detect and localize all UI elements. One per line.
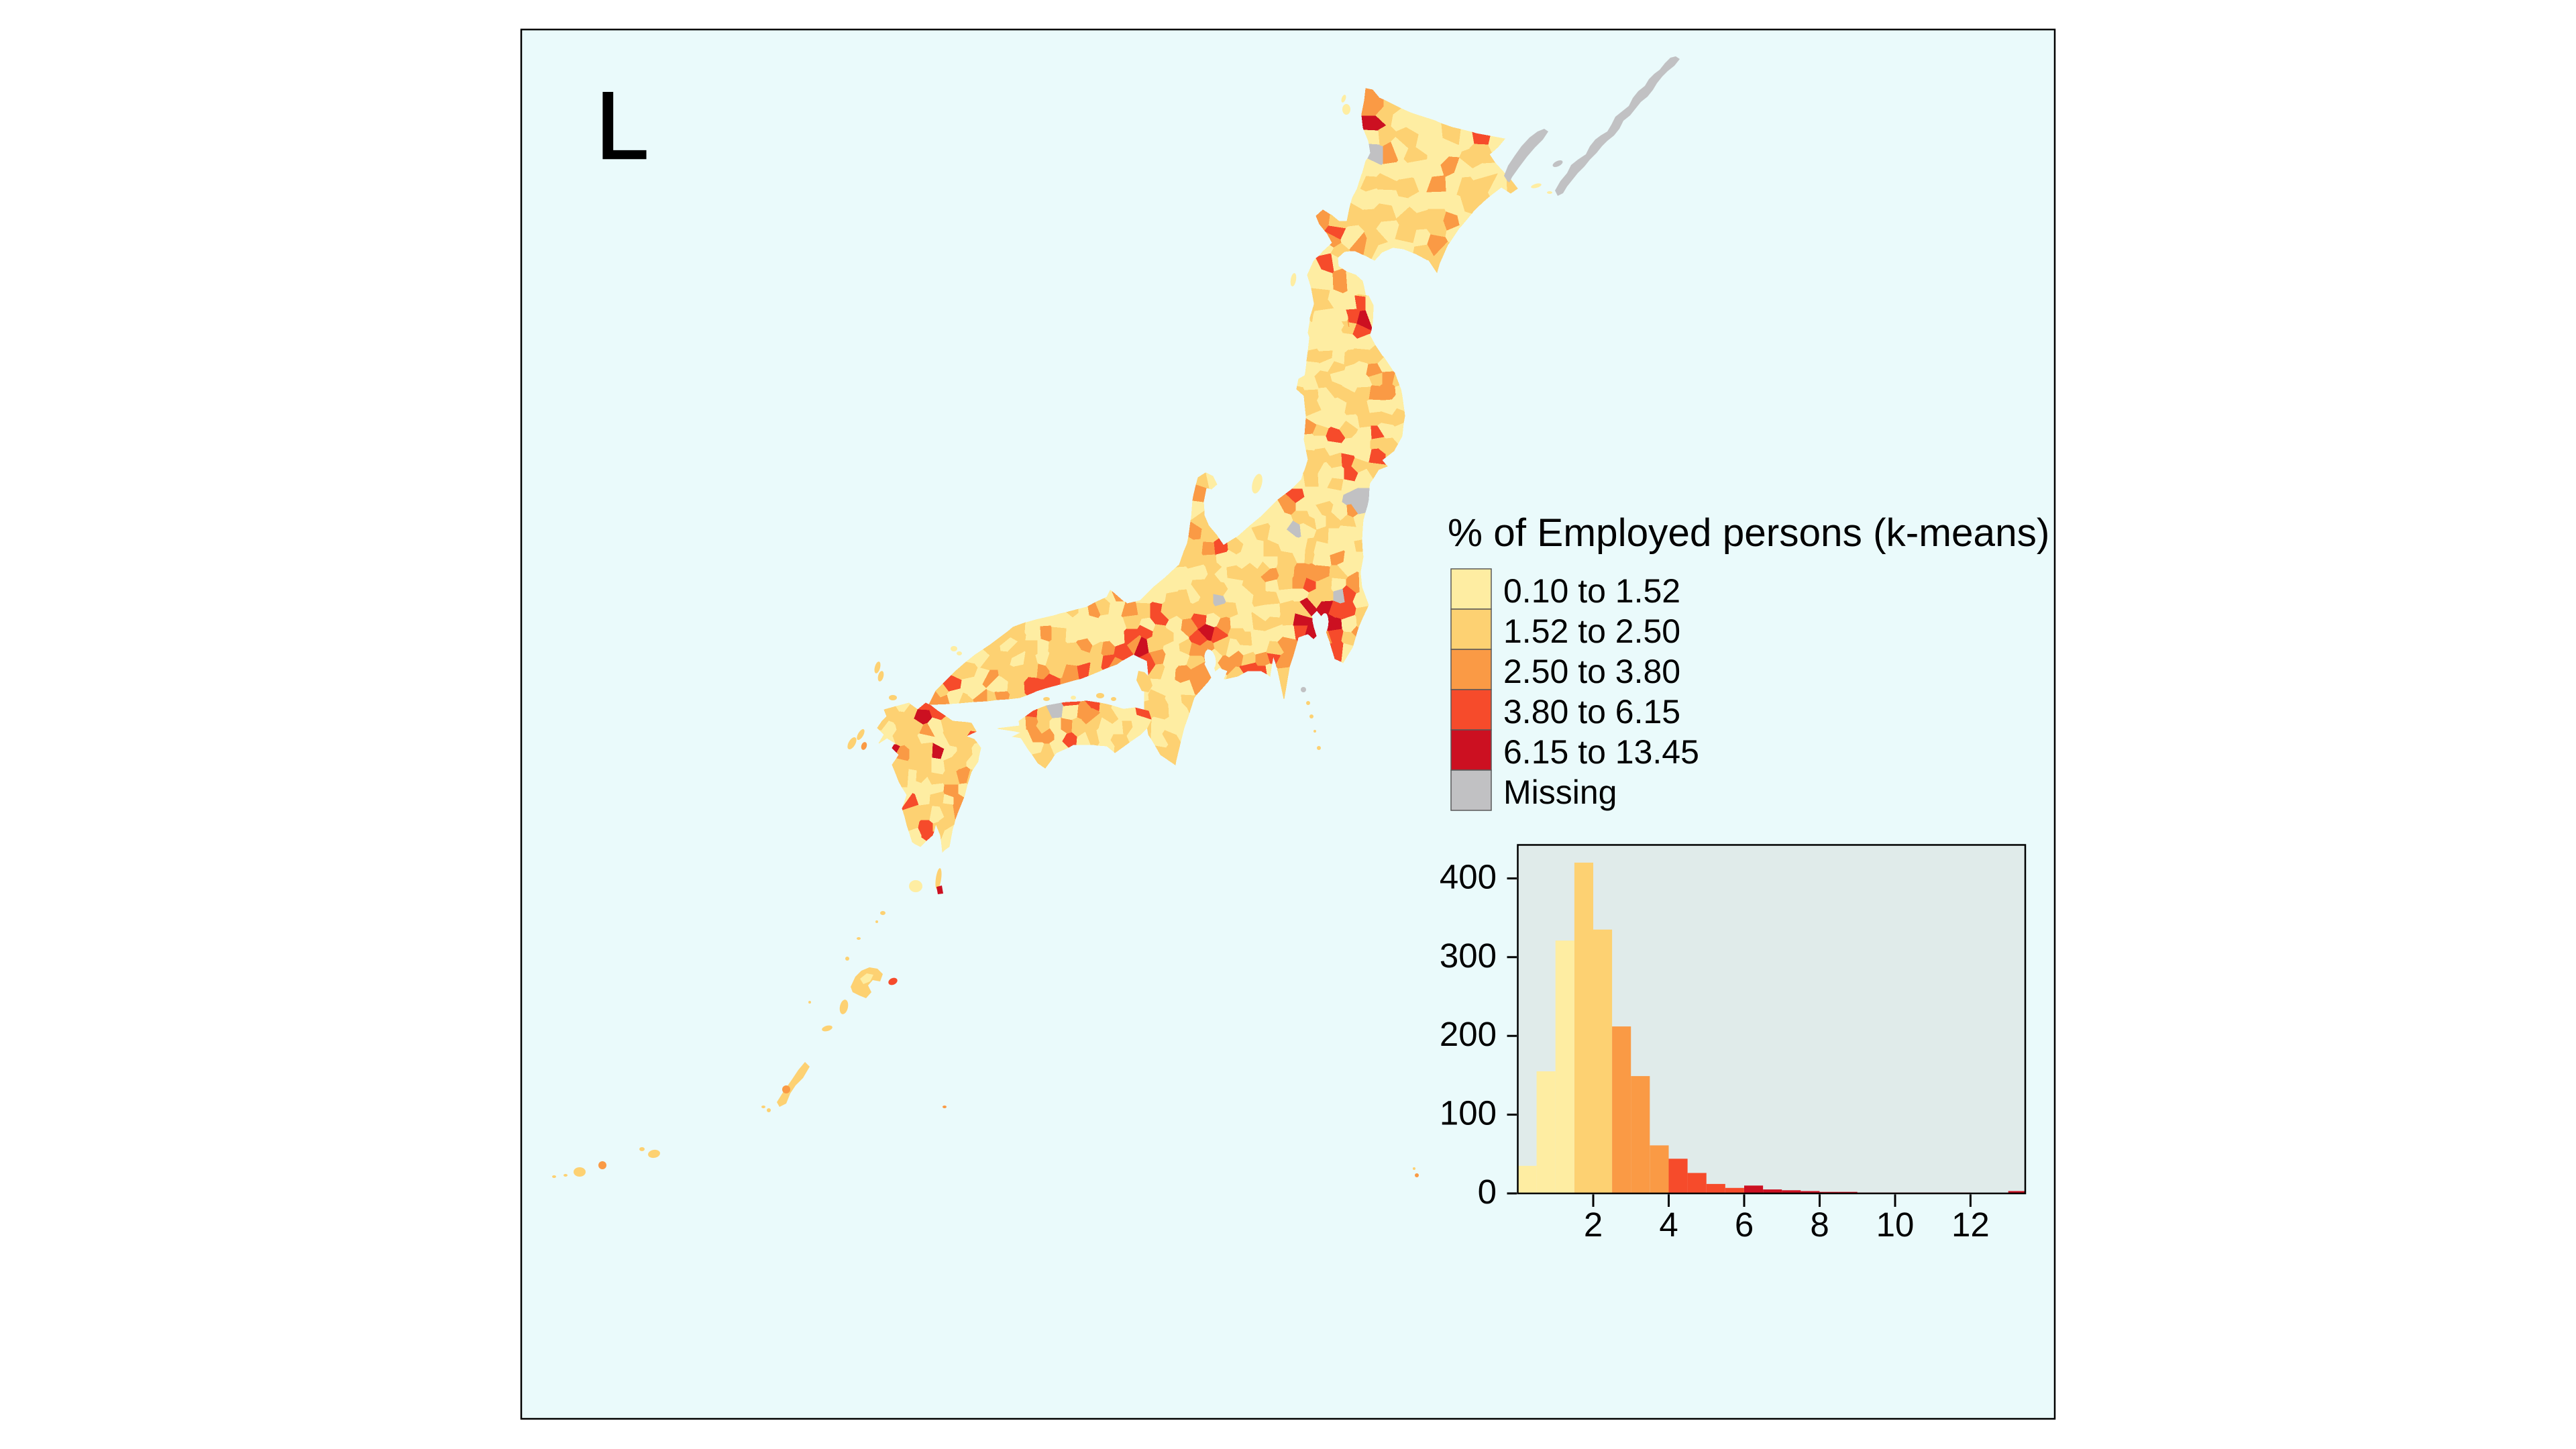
- svg-text:Missing: Missing: [1503, 773, 1617, 811]
- svg-text:3.80 to 6.15: 3.80 to 6.15: [1503, 693, 1680, 731]
- svg-text:6.15 to 13.45: 6.15 to 13.45: [1503, 733, 1699, 771]
- svg-text:200: 200: [1440, 1015, 1497, 1053]
- svg-text:0.10 to 1.52: 0.10 to 1.52: [1503, 572, 1680, 610]
- svg-text:10: 10: [1876, 1205, 1915, 1244]
- svg-text:2: 2: [1584, 1205, 1603, 1244]
- svg-text:L: L: [596, 72, 649, 179]
- svg-text:2.50 to 3.80: 2.50 to 3.80: [1503, 653, 1680, 690]
- svg-text:0: 0: [1478, 1173, 1497, 1211]
- svg-text:1.52 to 2.50: 1.52 to 2.50: [1503, 612, 1680, 650]
- svg-text:% of Employed persons (k-means: % of Employed persons (k-means): [1448, 511, 2049, 555]
- svg-text:100: 100: [1440, 1094, 1497, 1132]
- svg-text:6: 6: [1735, 1205, 1754, 1244]
- svg-text:8: 8: [1810, 1205, 1829, 1244]
- svg-text:12: 12: [1951, 1205, 1990, 1244]
- svg-text:400: 400: [1440, 857, 1497, 896]
- svg-text:300: 300: [1440, 936, 1497, 975]
- svg-text:4: 4: [1659, 1205, 1678, 1244]
